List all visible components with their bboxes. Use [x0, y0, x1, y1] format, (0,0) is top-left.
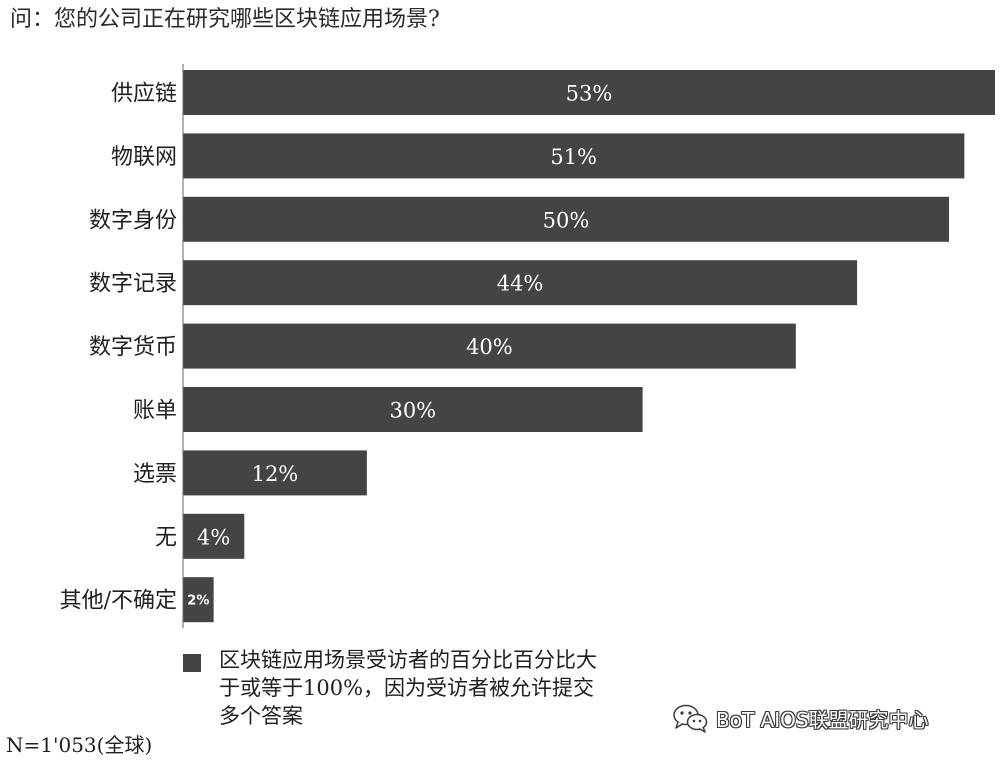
- value-label: 2%: [187, 594, 209, 609]
- watermark-text: BoT AIOS联盟研究中心: [716, 707, 929, 732]
- value-label: 53%: [566, 82, 613, 106]
- bar-2: [183, 196, 950, 242]
- legend-swatch: [183, 654, 201, 672]
- bar-7: [183, 513, 245, 559]
- question-title: 问：您的公司正在研究哪些区块链应用场景?: [10, 7, 440, 32]
- value-label: 50%: [543, 208, 590, 232]
- category-label: 数字身份: [89, 208, 177, 233]
- bar-5: [183, 387, 643, 432]
- bar-3: [183, 260, 858, 306]
- sample-size-note: N=1'053(全球): [6, 733, 153, 757]
- bar-6: [183, 450, 367, 496]
- value-label: 4%: [197, 525, 230, 549]
- category-label: 选票: [133, 462, 177, 487]
- value-label: 51%: [550, 145, 597, 169]
- bar-1: [183, 133, 965, 179]
- watermark: BoT AIOS联盟研究中心: [672, 701, 929, 735]
- value-label: 44%: [497, 272, 544, 296]
- category-label: 无: [155, 525, 177, 550]
- legend-text: 区块链应用场景受访者的百分比百分比大于或等于100%，因为受访者被允许提交多个答…: [219, 648, 597, 728]
- category-label: 其他/不确定: [60, 589, 177, 614]
- bar-8: [183, 577, 214, 623]
- category-label: 数字货币: [89, 335, 177, 360]
- bar-chart: 供应链 53% 物联网 51% 数字身份 50% 数字记录 44% 数字货币 40% 账单 30% 选票…: [60, 64, 995, 629]
- value-label: 40%: [466, 335, 513, 359]
- category-label: 数字记录: [89, 272, 177, 297]
- value-label: 12%: [252, 462, 299, 486]
- bar-0: [183, 70, 995, 115]
- category-label: 账单: [133, 399, 177, 424]
- category-label: 物联网: [111, 145, 177, 170]
- bar-4: [183, 323, 796, 369]
- category-label: 供应链: [111, 82, 177, 107]
- value-label: 30%: [389, 399, 436, 423]
- wechat-icon: [673, 704, 708, 733]
